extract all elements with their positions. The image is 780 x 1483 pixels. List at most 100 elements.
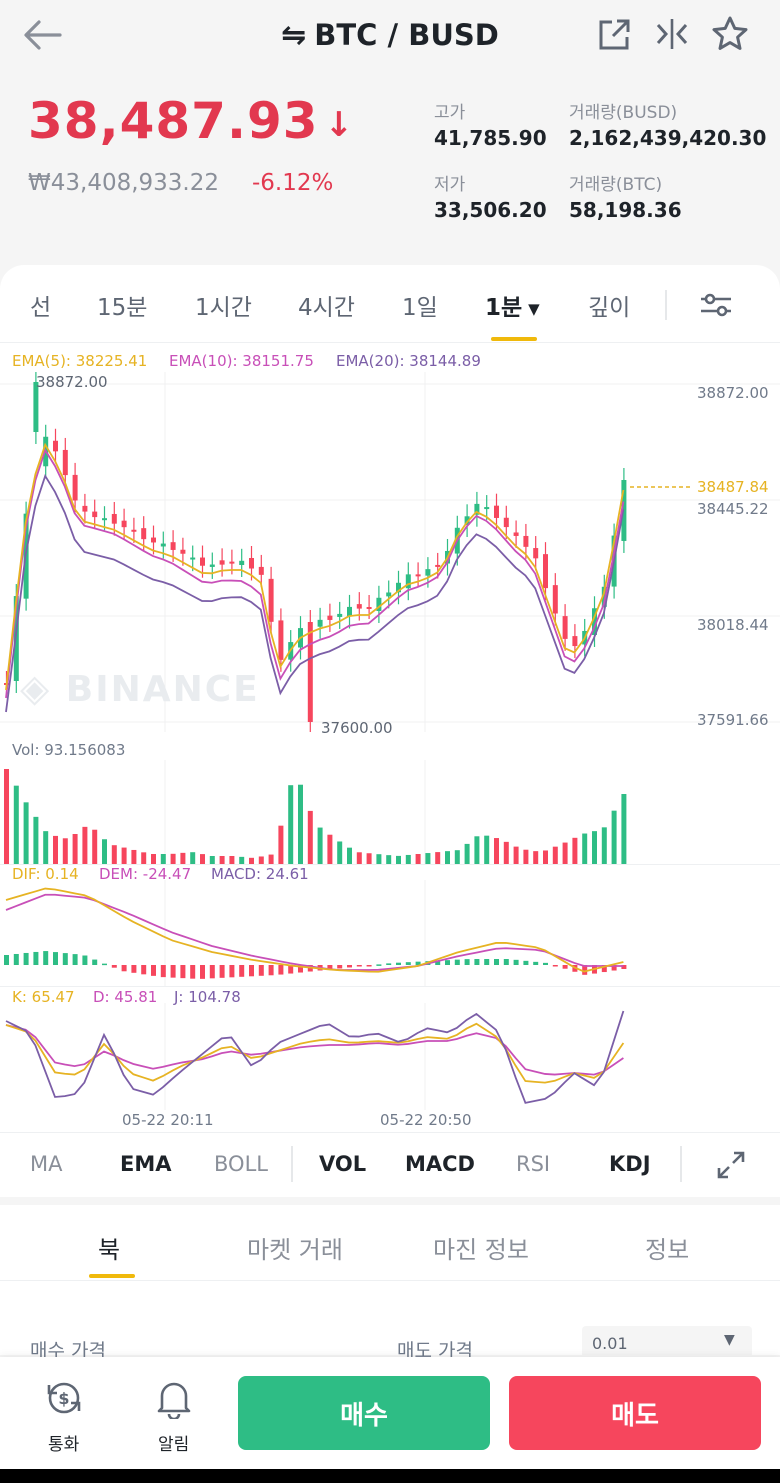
- volume-bar: [484, 835, 490, 864]
- candle-body: [464, 516, 470, 525]
- indicator-divider-2: [680, 1146, 682, 1182]
- volume-bar: [92, 829, 98, 864]
- tab-4h[interactable]: 4시간: [298, 295, 355, 321]
- y-tick-2: 38445.22: [697, 500, 769, 518]
- macd-hist-bar: [356, 965, 362, 967]
- candle-body: [572, 636, 578, 647]
- candle-body: [494, 505, 499, 518]
- candle-body: [543, 554, 548, 589]
- macd-hist-bar: [121, 965, 127, 972]
- candle-body: [386, 592, 392, 597]
- system-nav-bar: [0, 1469, 780, 1483]
- volume-chart[interactable]: [0, 760, 780, 865]
- header: [0, 0, 780, 265]
- indicator-kdj[interactable]: KDJ: [609, 1152, 651, 1176]
- candle-body: [307, 622, 313, 722]
- candle-body: [249, 558, 254, 569]
- volume-bar: [170, 853, 176, 864]
- candle-body: [337, 613, 343, 617]
- pair-title[interactable]: ⇋ BTC / BUSD: [0, 18, 780, 53]
- tab-1d[interactable]: 1일: [402, 295, 438, 321]
- k-legend: K: 65.47: [12, 988, 75, 1006]
- tab-margin-info[interactable]: 마진 정보: [433, 1236, 529, 1264]
- share-icon[interactable]: [594, 14, 634, 54]
- star-icon[interactable]: [710, 14, 750, 54]
- volume-bar: [415, 854, 421, 864]
- fullscreen-icon[interactable]: [712, 1146, 750, 1184]
- divider-xaxis: [0, 1132, 780, 1133]
- macd-hist-bar: [92, 959, 98, 965]
- volume-bar: [33, 816, 39, 864]
- macd-hist-bar: [366, 965, 372, 967]
- compare-icon[interactable]: [652, 14, 692, 54]
- macd-hist-bar: [533, 961, 539, 965]
- volume-bar: [258, 856, 264, 864]
- macd-hist-bar: [13, 953, 19, 965]
- macd-hist-bar: [445, 960, 450, 965]
- volume-bar: [386, 855, 392, 864]
- macd-hist-bar: [258, 965, 264, 976]
- volume-bar: [347, 847, 352, 864]
- tab-market-trades[interactable]: 마켓 거래: [247, 1236, 343, 1264]
- macd-hist-bar: [53, 952, 58, 965]
- price-chart[interactable]: [0, 372, 780, 732]
- candle-body: [503, 517, 509, 528]
- macd-hist-bar: [611, 965, 617, 971]
- chart-settings-icon[interactable]: [696, 288, 736, 322]
- macd-hist-bar: [464, 959, 470, 965]
- buy-button[interactable]: 매수: [238, 1376, 490, 1450]
- tab-1m[interactable]: 1분 ▼: [485, 288, 540, 322]
- macd-hist-bar: [180, 965, 186, 979]
- candle-body: [376, 597, 382, 611]
- candle-body: [435, 564, 441, 567]
- candle-body: [356, 604, 362, 609]
- convert-button[interactable]: $ 통화: [30, 1376, 98, 1456]
- macd-hist-bar: [621, 965, 627, 969]
- dem-line: [5, 893, 624, 971]
- high-marker: 38872.00: [36, 373, 108, 391]
- volume-bar: [572, 837, 578, 864]
- kdj-chart[interactable]: [0, 1003, 780, 1110]
- tab-line[interactable]: 선: [30, 295, 52, 321]
- divider-vol: [0, 864, 780, 865]
- volume-bar: [288, 785, 294, 864]
- macd-hist-bar: [562, 965, 568, 969]
- y-tick-1: 38872.00: [697, 384, 769, 402]
- x-tick-1: 05-22 20:11: [122, 1111, 214, 1129]
- indicator-macd[interactable]: MACD: [405, 1152, 475, 1176]
- candle-body: [347, 606, 352, 617]
- book-tab-indicator: [89, 1274, 135, 1278]
- back-arrow-icon[interactable]: [18, 14, 66, 56]
- vol-btc-value: 58,198.36: [569, 198, 682, 222]
- volume-bar: [180, 852, 186, 864]
- ema10-legend: EMA(10): 38151.75: [169, 352, 314, 370]
- indicator-boll[interactable]: BOLL: [214, 1152, 268, 1176]
- tab-1h[interactable]: 1시간: [195, 295, 252, 321]
- macd-chart[interactable]: [0, 880, 780, 986]
- candle-body: [552, 585, 558, 614]
- sell-button[interactable]: 매도: [509, 1376, 761, 1450]
- tab-info[interactable]: 정보: [645, 1236, 690, 1264]
- tab-15m[interactable]: 15분: [97, 295, 148, 321]
- alert-button[interactable]: 알림: [140, 1376, 208, 1456]
- volume-bar: [464, 843, 470, 864]
- vol-busd-label: 거래량(BUSD): [569, 103, 678, 123]
- volume-bar: [200, 854, 205, 864]
- tab-depth[interactable]: 깊이: [588, 295, 631, 321]
- volume-bar: [141, 852, 147, 864]
- indicator-rsi[interactable]: RSI: [516, 1152, 551, 1176]
- volume-bar: [611, 810, 617, 864]
- indicator-vol[interactable]: VOL: [319, 1152, 367, 1176]
- candle-body: [513, 532, 519, 536]
- indicator-ema[interactable]: EMA: [120, 1152, 172, 1176]
- macd-hist-bar: [601, 965, 607, 973]
- tab-order-book[interactable]: 북: [98, 1236, 121, 1264]
- indicator-ma[interactable]: MA: [30, 1152, 63, 1176]
- candle-body: [258, 566, 264, 575]
- volume-bar: [592, 831, 597, 864]
- alert-label: 알림: [158, 1435, 190, 1455]
- macd-hist-bar: [396, 962, 401, 965]
- tick-size-select[interactable]: 0.01 ▼: [582, 1326, 752, 1358]
- macd-hist-bar: [239, 965, 245, 977]
- macd-hist-bar: [415, 961, 421, 965]
